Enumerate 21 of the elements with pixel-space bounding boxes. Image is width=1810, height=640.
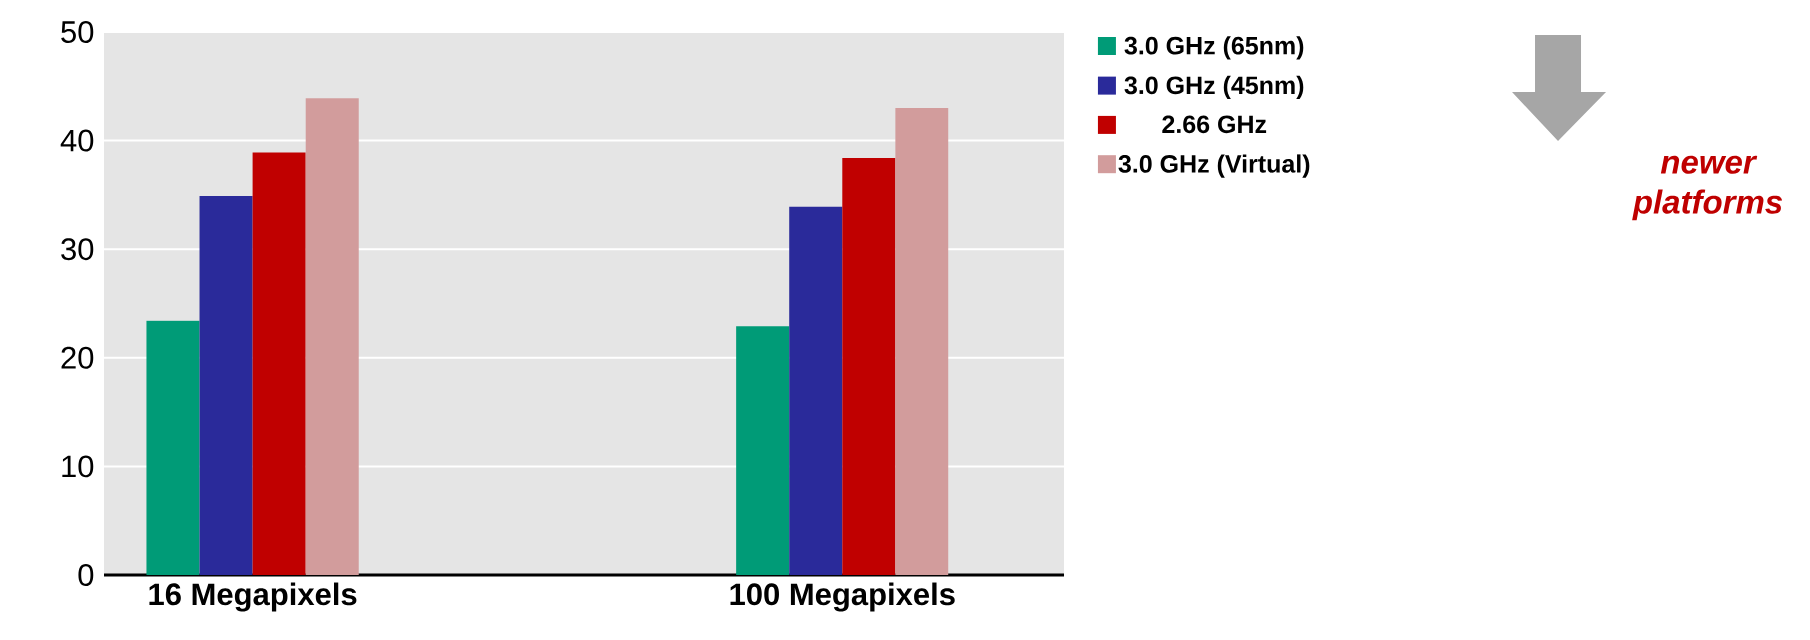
text: newer platforms (1632, 155, 1783, 221)
bar (736, 326, 790, 575)
bar (842, 157, 896, 575)
y-tick-label: 20 (61, 346, 94, 369)
y-tick-label: 40 (60, 129, 94, 152)
legend-label: 3.0 GHz (45nm) (1124, 75, 1304, 100)
y-tick-label: 0 (78, 564, 94, 586)
bar (199, 195, 253, 575)
bar (789, 206, 843, 575)
bar (146, 320, 200, 575)
x-tick-label: 16 Megapixels (149, 582, 357, 612)
y-tick-label: 10 (62, 455, 94, 478)
x-tick-label: 100 Megapixels (730, 582, 955, 612)
legend-label: 3.0 GHz (Virtual) (1118, 154, 1310, 178)
legend-label: 3.0 GHz (65nm) (1124, 36, 1304, 60)
bar (895, 108, 949, 575)
bar (252, 152, 306, 575)
legend-label: 2.66 GHz (1162, 115, 1267, 134)
y-tick-label: 50 (61, 21, 94, 43)
y-tick-label: 30 (61, 238, 94, 261)
bar (305, 98, 359, 575)
